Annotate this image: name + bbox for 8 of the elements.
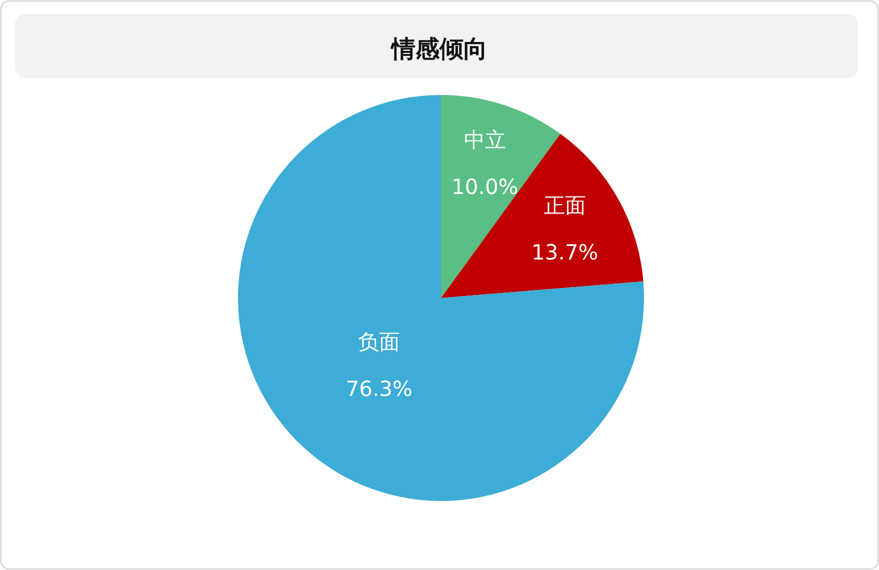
chart-title: 情感倾向	[390, 35, 488, 63]
data-label: 13.7%	[532, 240, 598, 264]
data-label: 10.0%	[452, 174, 518, 199]
slice-label: 正面	[544, 193, 586, 218]
slice-label: 中立	[464, 128, 506, 152]
data-label: 76.3%	[346, 377, 412, 402]
pie-slice	[238, 95, 644, 501]
slice-label: 负面	[358, 330, 400, 354]
